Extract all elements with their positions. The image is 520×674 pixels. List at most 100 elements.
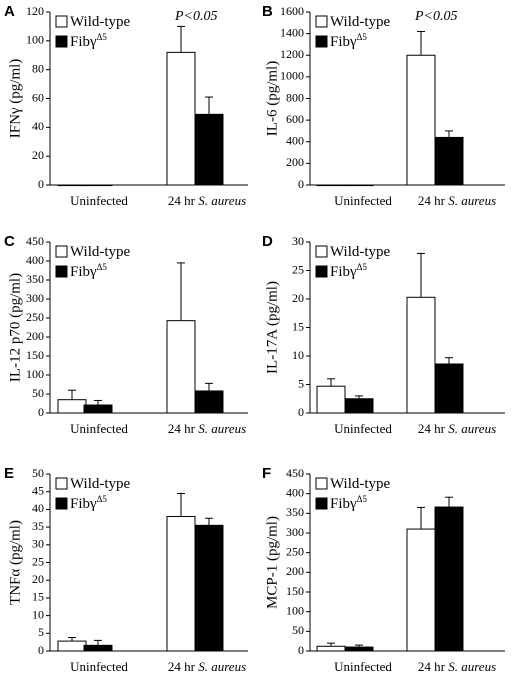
legend-label-wild-type: Wild-type [330, 14, 391, 30]
legend-label-fib: FibγΔ5 [330, 494, 367, 512]
bar-wild-type-infected [406, 528, 436, 652]
x-category-label: 24 hr S. aureus [168, 193, 246, 208]
y-tick-label: 0 [38, 643, 44, 657]
bar-fib-uninfected [344, 398, 374, 414]
y-axis-label: IL-17A (pg/ml) [264, 281, 280, 374]
y-tick-label: 200 [286, 155, 304, 169]
y-tick-label: 400 [286, 134, 304, 148]
bar-wild-type-uninfected [316, 184, 346, 187]
legend-label-wild-type: Wild-type [70, 476, 131, 492]
x-category-label: 24 hr S. aureus [418, 659, 496, 674]
x-category-label: Uninfected [70, 421, 128, 436]
legend-swatch-fib [315, 35, 328, 48]
y-tick-label: 1600 [280, 4, 304, 18]
y-tick-label: 50 [32, 386, 44, 400]
panel-e: E TNFα (pg/ml) 0 5 10 15 20 25 30 35 40 45 50 Uninfec… [4, 465, 248, 674]
panel-c: C IL-12 p70 (pg/ml) 0 50 100 150 200 250 300 350 4… [4, 233, 248, 436]
legend-label-wild-type: Wild-type [330, 476, 391, 492]
panel-d: D IL-17A (pg/ml) 0 5 10 15 20 25 30 Uninfected 24 … [262, 233, 505, 436]
y-tick-label: 0 [38, 177, 44, 191]
legend-label-fib: FibγΔ5 [70, 262, 107, 280]
legend-swatch-fib [55, 497, 68, 510]
legend-label-fib: FibγΔ5 [70, 494, 107, 512]
y-tick-label: 0 [298, 643, 304, 657]
y-axis-label: IL-12 p70 (pg/ml) [7, 273, 23, 382]
y-tick-label: 150 [26, 348, 44, 362]
x-category-label: Uninfected [70, 193, 128, 208]
y-tick-label: 5 [38, 625, 44, 639]
y-tick-label: 40 [32, 501, 44, 515]
x-category-label: 24 hr S. aureus [168, 659, 246, 674]
y-tick-label: 50 [292, 623, 304, 637]
y-tick-label: 45 [32, 483, 44, 497]
y-tick-label: 120 [26, 4, 44, 18]
legend-swatch-fib [55, 35, 68, 48]
bar-wild-type-infected [166, 320, 196, 414]
y-tick-label: 200 [26, 329, 44, 343]
y-tick-label: 600 [286, 112, 304, 126]
y-tick-label: 150 [286, 584, 304, 598]
x-category-label: Uninfected [70, 659, 128, 674]
bar-wild-type-infected [406, 296, 436, 414]
y-tick-label: 450 [26, 234, 44, 248]
y-tick-label: 10 [292, 348, 304, 362]
y-tick-label: 0 [298, 177, 304, 191]
legend-swatch-wild-type [315, 477, 328, 490]
y-tick-label: 0 [38, 405, 44, 419]
panel-f: F MCP-1 (pg/ml) 0 50 100 150 200 250 300 350 400 45… [262, 465, 505, 674]
bar-fib-infected [434, 363, 464, 414]
x-category-label: Uninfected [334, 659, 392, 674]
y-tick-label: 250 [286, 544, 304, 558]
x-category-label: 24 hr S. aureus [418, 193, 496, 208]
y-tick-label: 80 [32, 61, 44, 75]
y-tick-label: 35 [32, 519, 44, 533]
bar-wild-type-uninfected [57, 184, 87, 187]
y-tick-label: 100 [26, 33, 44, 47]
y-tick-label: 20 [32, 572, 44, 586]
legend-swatch-fib [315, 497, 328, 510]
y-tick-label: 50 [32, 466, 44, 480]
bar-fib-infected [434, 136, 464, 186]
y-tick-label: 100 [286, 603, 304, 617]
y-tick-label: 25 [292, 262, 304, 276]
y-tick-label: 200 [286, 564, 304, 578]
y-tick-label: 20 [32, 148, 44, 162]
legend-swatch-fib [55, 265, 68, 278]
y-tick-label: 25 [32, 554, 44, 568]
y-tick-label: 10 [32, 607, 44, 621]
y-tick-label: 300 [26, 291, 44, 305]
bar-wild-type-infected [166, 51, 196, 186]
y-tick-label: 1200 [280, 47, 304, 61]
y-axis-label: IFNγ (pg/ml) [7, 59, 23, 139]
panel-letter: A [4, 3, 15, 20]
y-tick-label: 250 [26, 310, 44, 324]
bar-fib-infected [194, 113, 224, 186]
bar-wild-type-uninfected [316, 385, 346, 414]
y-tick-label: 100 [26, 367, 44, 381]
y-tick-label: 1400 [280, 25, 304, 39]
panel-letter: D [262, 233, 273, 250]
y-tick-label: 30 [292, 234, 304, 248]
y-tick-label: 800 [286, 90, 304, 104]
legend-label-wild-type: Wild-type [70, 244, 131, 260]
p-value-annotation: P<0.05 [174, 9, 218, 24]
bar-fib-uninfected [83, 184, 113, 187]
y-axis-label: MCP-1 (pg/ml) [264, 516, 280, 609]
y-tick-label: 60 [32, 90, 44, 104]
x-category-label: Uninfected [334, 193, 392, 208]
legend-label-fib: FibγΔ5 [330, 262, 367, 280]
legend-swatch-wild-type [315, 245, 328, 258]
bar-fib-infected [194, 390, 224, 414]
legend-swatch-wild-type [55, 477, 68, 490]
bar-wild-type-infected [166, 515, 196, 652]
bar-fib-uninfected [83, 644, 113, 652]
bar-wild-type-uninfected [316, 645, 346, 652]
y-tick-label: 0 [298, 405, 304, 419]
panel-b: B IL-6 (pg/ml) 0 200 400 600 800 1000 1200 1400 16… [262, 3, 505, 208]
y-tick-label: 40 [32, 119, 44, 133]
panel-letter: E [4, 465, 14, 482]
bar-fib-infected [434, 506, 464, 652]
bar-fib-infected [194, 524, 224, 652]
y-tick-label: 15 [32, 590, 44, 604]
